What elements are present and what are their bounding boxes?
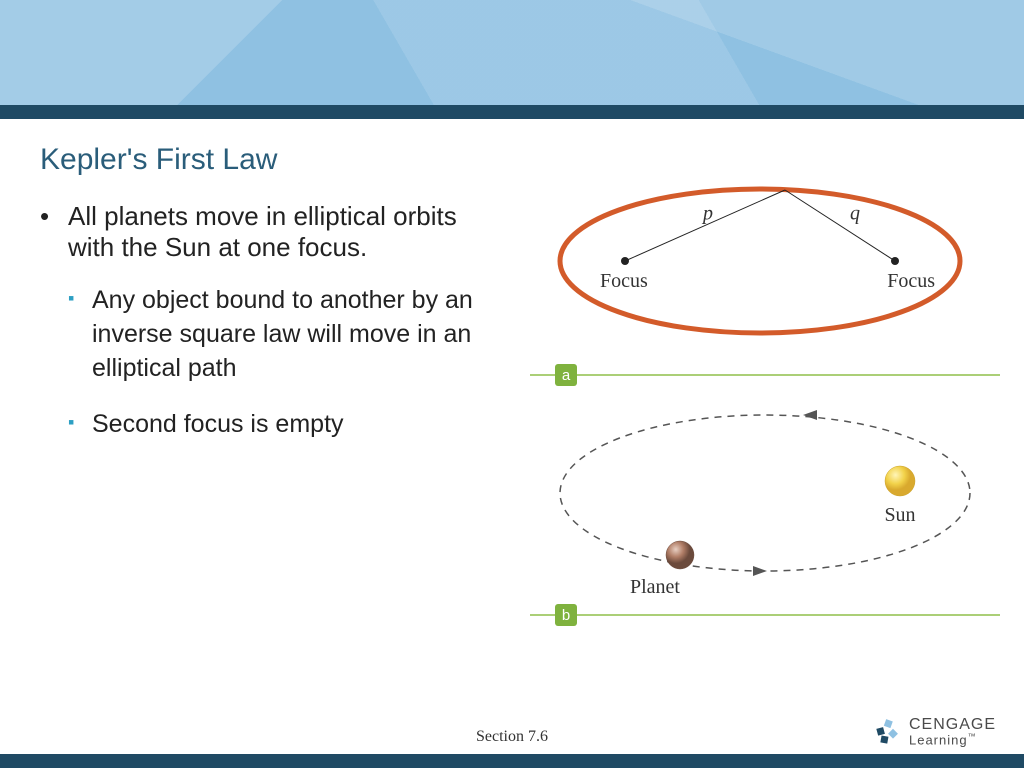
bullet-main: All planets move in elliptical orbits wi… xyxy=(68,201,510,441)
svg-text:Focus: Focus xyxy=(887,270,935,292)
brand-line2: Learning xyxy=(909,732,968,747)
svg-text:Planet: Planet xyxy=(630,576,680,598)
bullet-list: All planets move in elliptical orbits wi… xyxy=(40,201,510,441)
badge-b: b xyxy=(530,604,1000,626)
header-rule xyxy=(0,105,1024,119)
brand-logo: CENGAGE Learning™ xyxy=(875,718,996,746)
sub-bullet-1: Any object bound to another by an invers… xyxy=(92,284,510,385)
text-column: Kepler's First Law All planets move in e… xyxy=(40,143,510,738)
svg-text:p: p xyxy=(701,203,713,225)
figure-b: Sun Planet xyxy=(560,410,970,598)
sub-bullet-list: Any object bound to another by an invers… xyxy=(68,284,510,441)
figure-column: p q Focus Focus a xyxy=(530,143,984,738)
bullet-main-text: All planets move in elliptical orbits wi… xyxy=(68,201,457,262)
brand-text: CENGAGE Learning™ xyxy=(909,718,996,745)
kepler-figure: p q Focus Focus a xyxy=(530,163,1000,643)
brand-line1: CENGAGE xyxy=(909,716,996,733)
svg-text:a: a xyxy=(562,367,571,384)
svg-text:q: q xyxy=(850,203,860,225)
section-label: Section 7.6 xyxy=(0,728,1024,746)
svg-text:Focus: Focus xyxy=(600,270,648,292)
figure-a: p q Focus Focus xyxy=(560,189,960,333)
svg-text:b: b xyxy=(562,607,570,624)
brand-logo-icon xyxy=(875,718,903,746)
sub-bullet-2: Second focus is empty xyxy=(92,408,510,442)
svg-text:Sun: Sun xyxy=(884,504,915,526)
header-band xyxy=(0,0,1024,105)
slide-title: Kepler's First Law xyxy=(40,143,510,177)
content-area: Kepler's First Law All planets move in e… xyxy=(0,125,1024,738)
badge-a: a xyxy=(530,364,1000,386)
footer-rule xyxy=(0,754,1024,768)
